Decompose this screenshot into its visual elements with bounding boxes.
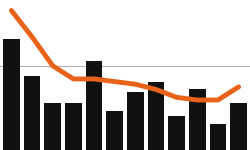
Bar xyxy=(24,76,40,150)
Bar xyxy=(106,111,123,150)
Bar xyxy=(65,103,82,150)
Bar xyxy=(230,103,247,150)
Bar xyxy=(168,116,185,150)
Bar xyxy=(44,103,61,150)
Bar xyxy=(210,124,226,150)
Bar xyxy=(3,39,20,150)
Bar xyxy=(86,61,102,150)
Bar xyxy=(127,92,144,150)
Bar xyxy=(148,82,164,150)
Bar xyxy=(189,89,206,150)
